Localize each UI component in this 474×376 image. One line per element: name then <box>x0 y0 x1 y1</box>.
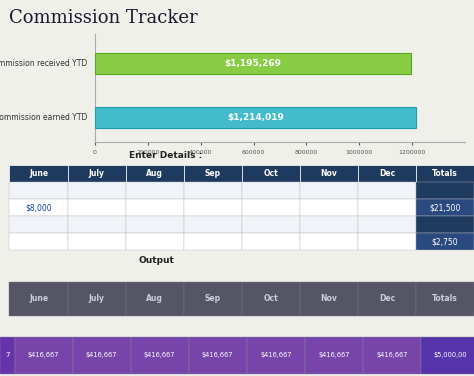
FancyBboxPatch shape <box>126 216 184 233</box>
FancyBboxPatch shape <box>131 337 189 374</box>
FancyBboxPatch shape <box>73 337 131 374</box>
Text: $8,000: $8,000 <box>25 203 52 212</box>
Text: Output: Output <box>138 256 174 265</box>
FancyBboxPatch shape <box>67 233 126 250</box>
Text: Oct: Oct <box>264 169 278 178</box>
FancyBboxPatch shape <box>184 282 242 315</box>
FancyBboxPatch shape <box>242 233 300 250</box>
FancyBboxPatch shape <box>300 216 358 233</box>
FancyBboxPatch shape <box>242 182 300 199</box>
FancyBboxPatch shape <box>67 165 126 182</box>
Text: Dec: Dec <box>379 294 395 303</box>
FancyBboxPatch shape <box>9 182 67 199</box>
FancyBboxPatch shape <box>67 282 126 315</box>
FancyBboxPatch shape <box>184 199 242 216</box>
FancyBboxPatch shape <box>416 199 474 216</box>
Text: July: July <box>89 169 105 178</box>
Text: $1,214,019: $1,214,019 <box>227 113 284 122</box>
FancyBboxPatch shape <box>126 199 184 216</box>
Text: July: July <box>89 294 105 303</box>
FancyBboxPatch shape <box>242 282 300 315</box>
Text: $416,667: $416,667 <box>86 352 118 358</box>
FancyBboxPatch shape <box>184 216 242 233</box>
Text: Nov: Nov <box>320 169 337 178</box>
Text: $416,667: $416,667 <box>260 352 292 358</box>
FancyBboxPatch shape <box>67 182 126 199</box>
FancyBboxPatch shape <box>416 165 474 182</box>
Text: $5,000,00: $5,000,00 <box>433 352 467 358</box>
FancyBboxPatch shape <box>184 233 242 250</box>
FancyBboxPatch shape <box>358 165 416 182</box>
Text: Aug: Aug <box>146 294 163 303</box>
Text: Aug: Aug <box>146 169 163 178</box>
FancyBboxPatch shape <box>126 233 184 250</box>
FancyBboxPatch shape <box>358 233 416 250</box>
FancyBboxPatch shape <box>300 165 358 182</box>
FancyBboxPatch shape <box>9 282 67 315</box>
FancyBboxPatch shape <box>9 165 67 182</box>
FancyBboxPatch shape <box>300 233 358 250</box>
Text: Sep: Sep <box>205 169 221 178</box>
Text: $2,750: $2,750 <box>432 237 458 246</box>
FancyBboxPatch shape <box>242 216 300 233</box>
Text: $416,667: $416,667 <box>376 352 408 358</box>
FancyBboxPatch shape <box>184 165 242 182</box>
FancyBboxPatch shape <box>416 182 474 199</box>
Bar <box>95 108 416 128</box>
FancyBboxPatch shape <box>300 282 358 315</box>
FancyBboxPatch shape <box>242 165 300 182</box>
FancyBboxPatch shape <box>305 337 363 374</box>
FancyBboxPatch shape <box>300 182 358 199</box>
Text: Commission Tracker: Commission Tracker <box>9 9 198 27</box>
Text: $21,500: $21,500 <box>429 203 461 212</box>
FancyBboxPatch shape <box>126 165 184 182</box>
Text: Totals: Totals <box>432 294 458 303</box>
FancyBboxPatch shape <box>67 199 126 216</box>
Text: Enter Details :: Enter Details : <box>129 151 202 160</box>
FancyBboxPatch shape <box>416 233 474 250</box>
FancyBboxPatch shape <box>9 199 67 216</box>
Text: June: June <box>29 294 48 303</box>
FancyBboxPatch shape <box>363 337 421 374</box>
FancyBboxPatch shape <box>421 337 474 374</box>
FancyBboxPatch shape <box>358 199 416 216</box>
FancyBboxPatch shape <box>358 182 416 199</box>
Text: $416,667: $416,667 <box>28 352 59 358</box>
FancyBboxPatch shape <box>184 182 242 199</box>
FancyBboxPatch shape <box>358 216 416 233</box>
Text: Commission earned YTD: Commission earned YTD <box>0 113 88 122</box>
FancyBboxPatch shape <box>300 199 358 216</box>
FancyBboxPatch shape <box>416 282 474 315</box>
Text: Sep: Sep <box>205 294 221 303</box>
FancyBboxPatch shape <box>67 216 126 233</box>
Text: $416,667: $416,667 <box>144 352 175 358</box>
FancyBboxPatch shape <box>126 282 184 315</box>
FancyBboxPatch shape <box>15 337 73 374</box>
Text: 7: 7 <box>5 352 9 358</box>
Text: Oct: Oct <box>264 294 278 303</box>
FancyBboxPatch shape <box>242 199 300 216</box>
Text: $416,667: $416,667 <box>318 352 350 358</box>
Text: Nov: Nov <box>320 294 337 303</box>
Bar <box>95 53 411 74</box>
FancyBboxPatch shape <box>9 216 67 233</box>
Text: Dec: Dec <box>379 169 395 178</box>
FancyBboxPatch shape <box>126 182 184 199</box>
FancyBboxPatch shape <box>247 337 305 374</box>
FancyBboxPatch shape <box>358 282 416 315</box>
Text: $416,667: $416,667 <box>202 352 234 358</box>
FancyBboxPatch shape <box>0 337 15 374</box>
FancyBboxPatch shape <box>189 337 247 374</box>
FancyBboxPatch shape <box>416 216 474 233</box>
Text: Commission received YTD: Commission received YTD <box>0 59 88 68</box>
FancyBboxPatch shape <box>9 233 67 250</box>
Text: Totals: Totals <box>432 169 458 178</box>
Text: June: June <box>29 169 48 178</box>
Text: $1,195,269: $1,195,269 <box>225 59 282 68</box>
